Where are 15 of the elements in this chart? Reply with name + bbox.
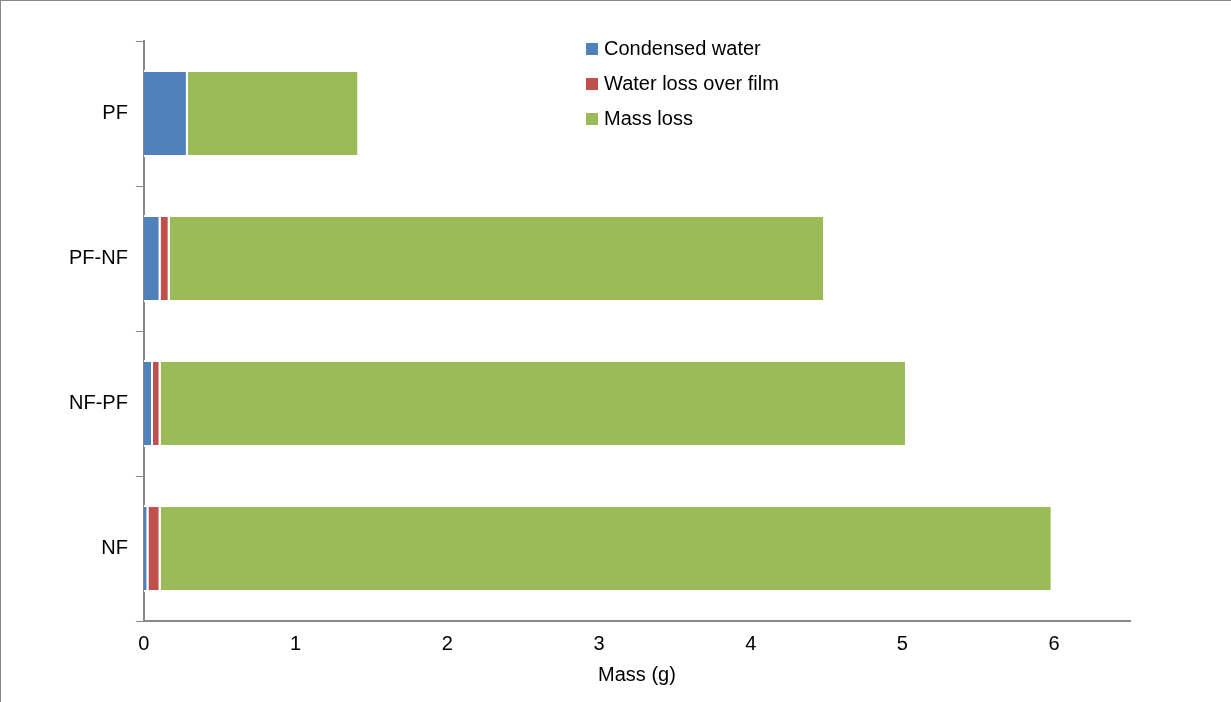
x-tick-label: 3	[593, 631, 605, 654]
y-tick-label: PF	[102, 101, 128, 124]
y-tick-label: PF-NF	[68, 246, 128, 269]
x-tick-label: 4	[745, 631, 757, 654]
legend-label: Water loss over film	[604, 72, 779, 95]
x-axis-title: Mass (g)	[598, 662, 676, 685]
x-tick-label: 6	[1048, 631, 1060, 654]
y-tick-label: NF	[101, 536, 128, 559]
legend-label: Mass loss	[604, 107, 693, 130]
legend-label: Condensed water	[604, 37, 761, 60]
x-tick-label: 0	[138, 631, 150, 654]
y-tick-label: NF-PF	[68, 391, 128, 414]
x-tick-label: 2	[441, 631, 453, 654]
x-tick-label: 5	[896, 631, 908, 654]
x-tick-label: 1	[290, 631, 302, 654]
